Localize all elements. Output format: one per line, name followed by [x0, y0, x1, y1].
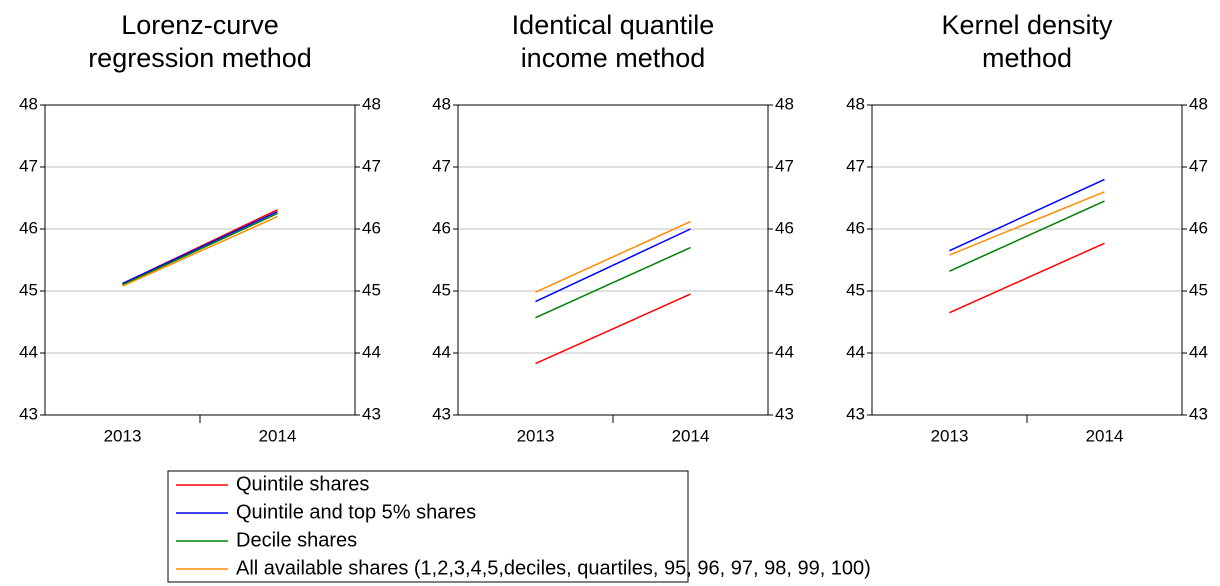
y-tick-label: 44 [846, 342, 865, 361]
series-line [535, 246, 691, 319]
legend-label: All available shares (1,2,3,4,5,deciles,… [236, 557, 871, 579]
series-line [122, 212, 278, 286]
x-tick-label: 2014 [672, 426, 710, 445]
x-tick-label: 2014 [1086, 426, 1124, 445]
y-tick-label: 46 [432, 218, 451, 237]
series-line [949, 191, 1105, 256]
y2-tick-label: 46 [775, 218, 794, 237]
y-tick-label: 45 [846, 280, 865, 299]
y2-tick-label: 48 [775, 94, 794, 113]
y-tick-label: 43 [432, 404, 451, 423]
y-tick-label: 44 [432, 342, 451, 361]
x-tick-label: 2013 [104, 426, 142, 445]
y2-tick-label: 44 [362, 342, 381, 361]
y2-tick-label: 44 [1189, 342, 1208, 361]
chart-title: Kernel density [941, 10, 1113, 40]
x-tick-label: 2014 [259, 426, 297, 445]
chart-title: method [982, 43, 1072, 73]
y-tick-label: 45 [19, 280, 38, 299]
y-tick-label: 43 [19, 404, 38, 423]
y-tick-label: 45 [432, 280, 451, 299]
y-tick-label: 48 [846, 94, 865, 113]
y-tick-label: 48 [432, 94, 451, 113]
series-line [535, 293, 691, 365]
x-tick-label: 2013 [517, 426, 555, 445]
y2-tick-label: 46 [362, 218, 381, 237]
series-line [535, 228, 691, 303]
plot-frame [871, 104, 1183, 416]
legend-label: Decile shares [236, 529, 357, 551]
chart-title: Lorenz-curve [121, 10, 279, 40]
legend-label: Quintile and top 5% shares [236, 501, 476, 523]
y2-tick-label: 45 [775, 280, 794, 299]
y2-tick-label: 45 [1189, 280, 1208, 299]
y-tick-label: 47 [432, 156, 451, 175]
y-tick-label: 48 [19, 94, 38, 113]
series-line [949, 178, 1105, 252]
y-tick-label: 47 [846, 156, 865, 175]
chart-title: Identical quantile [512, 10, 715, 40]
plot-frame [457, 104, 769, 416]
y2-tick-label: 45 [362, 280, 381, 299]
legend-box [167, 470, 689, 583]
plot-frame [44, 104, 356, 416]
series-line [949, 200, 1105, 272]
y2-tick-label: 48 [362, 94, 381, 113]
y2-tick-label: 46 [1189, 218, 1208, 237]
y2-tick-label: 47 [1189, 156, 1208, 175]
y2-tick-label: 47 [775, 156, 794, 175]
y-tick-label: 47 [19, 156, 38, 175]
y2-tick-label: 48 [1189, 94, 1208, 113]
y-tick-label: 46 [19, 218, 38, 237]
y2-tick-label: 43 [1189, 404, 1208, 423]
y2-tick-label: 43 [362, 404, 381, 423]
y-tick-label: 43 [846, 404, 865, 423]
y-tick-label: 44 [19, 342, 38, 361]
legend-label: Quintile shares [236, 473, 369, 495]
y-tick-label: 46 [846, 218, 865, 237]
series-line [122, 210, 278, 285]
series-line [535, 220, 691, 293]
y2-tick-label: 47 [362, 156, 381, 175]
chart-title: income method [521, 43, 706, 73]
series-line [122, 215, 278, 287]
chart-title: regression method [88, 43, 312, 73]
x-tick-label: 2013 [931, 426, 969, 445]
y2-tick-label: 44 [775, 342, 794, 361]
series-line [949, 242, 1105, 314]
y2-tick-label: 43 [775, 404, 794, 423]
